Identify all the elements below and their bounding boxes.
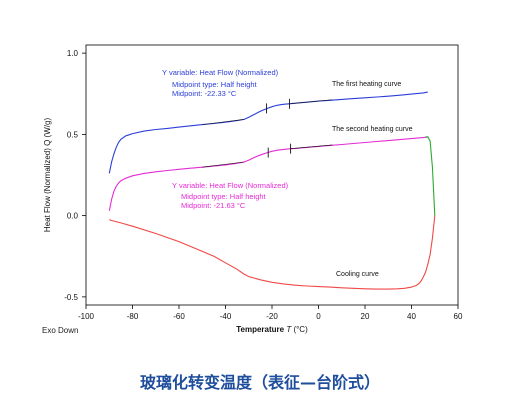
series-line-the-first-heating-curve: [108, 91, 428, 174]
midpoint-annotation-line: Midpoint: -22.33 °C: [172, 89, 237, 98]
series-label: Cooling curve: [336, 271, 379, 278]
exo-down-label: Exo Down: [42, 326, 79, 335]
x-tick-label: 60: [454, 312, 463, 321]
x-tick-label: 20: [361, 312, 370, 321]
series-line-the-second-heating-curve: [108, 136, 428, 211]
x-tick-label: -40: [220, 312, 232, 321]
tangent-line: [202, 119, 245, 125]
y-tick-label: -0.5: [64, 293, 78, 302]
plot-frame: [85, 44, 459, 306]
x-axis-label: Temperature T (°C): [236, 325, 308, 334]
figure-caption: 玻璃化转变温度（表征—台阶式）: [139, 373, 380, 392]
tangent-line: [290, 144, 333, 149]
marker-layer: [266, 98, 292, 158]
tangent-line: [202, 161, 245, 168]
x-tick-label: 0: [316, 312, 321, 321]
y-axis-label: Heat Flow (Normalized) Q (W/g): [43, 118, 52, 233]
y-tick-label: 1.0: [67, 49, 79, 58]
tangent-line: [290, 99, 333, 104]
series-line-cooling-curve: [109, 215, 436, 290]
x-tick-label: 40: [407, 312, 416, 321]
series-layer: [108, 91, 436, 290]
series-line-cooling-start: [425, 136, 436, 216]
x-tick-label: -60: [173, 312, 185, 321]
series-label: The second heating curve: [332, 126, 413, 133]
x-tick-label: -20: [266, 312, 278, 321]
x-tick-label: -80: [127, 312, 139, 321]
x-tick-label: -100: [78, 312, 95, 321]
midpoint-annotation-line: Midpoint: -21.63 °C: [181, 201, 246, 210]
tangent-layer: [202, 99, 333, 168]
midpoint-annotation-line: Midpoint type: Half height: [172, 80, 258, 89]
midpoint-annotation-line: Midpoint type: Half height: [181, 192, 267, 201]
midpoint-annotation-line: Y variable: Heat Flow (Normalized): [172, 181, 289, 190]
midpoint-annotation-line: Y variable: Heat Flow (Normalized): [162, 68, 279, 77]
tick-layer: -100 -80 -60 -40 -20 0 20 40 60 -0.5 0.0 0.5 1.0: [64, 49, 463, 321]
y-tick-label: 0.0: [67, 212, 79, 221]
series-label: The first heating curve: [332, 81, 401, 88]
y-tick-label: 0.5: [67, 130, 79, 139]
